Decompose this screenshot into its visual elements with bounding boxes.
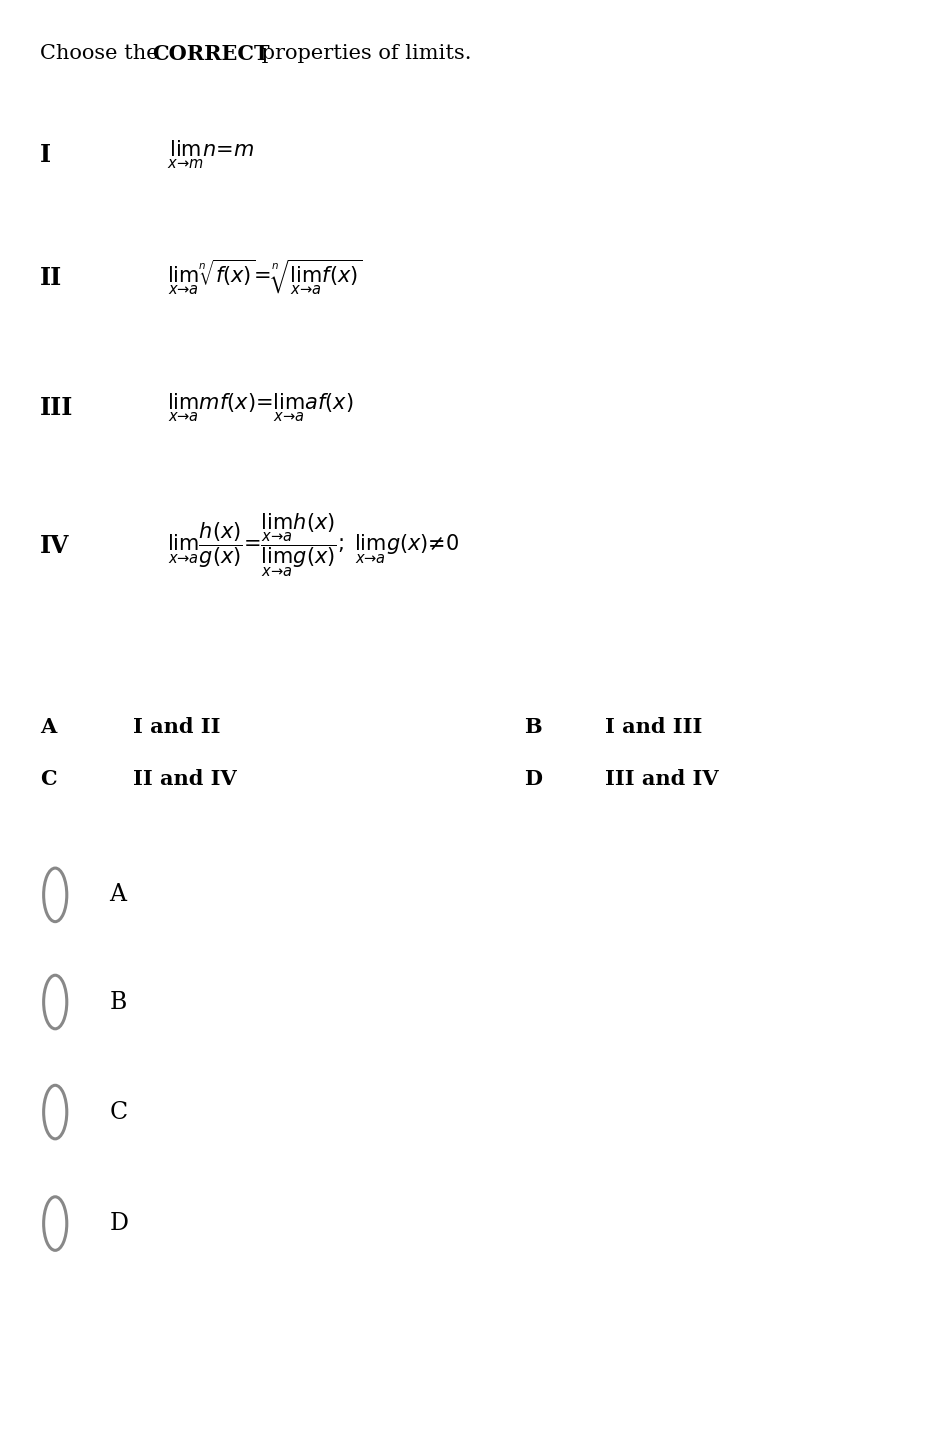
Text: CORRECT: CORRECT (152, 43, 270, 64)
Text: II and IV: II and IV (133, 769, 237, 789)
Text: C: C (40, 769, 56, 789)
Text: C: C (109, 1100, 128, 1124)
Text: Choose the: Choose the (40, 43, 166, 64)
Text: $\lim_{x \to a} \dfrac{h(x)}{g(x)} = \dfrac{\lim_{x \to a} h(x)}{\lim_{x \to a} : $\lim_{x \to a} \dfrac{h(x)}{g(x)} = \df… (167, 513, 459, 579)
Text: $\lim_{x \to a} m f(x) = \lim_{x \to a} a f(x)$: $\lim_{x \to a} m f(x) = \lim_{x \to a} … (167, 392, 353, 424)
Text: B: B (524, 717, 542, 737)
Text: properties of limits.: properties of limits. (255, 43, 471, 64)
Text: $\lim_{x \to m} n = m$: $\lim_{x \to m} n = m$ (167, 139, 254, 171)
Text: I and II: I and II (133, 717, 221, 737)
Text: IV: IV (40, 534, 69, 557)
Text: $\lim_{x \to a} \sqrt[n]{f(x)} = \sqrt[n]{\lim_{x \to a} f(x)}$: $\lim_{x \to a} \sqrt[n]{f(x)} = \sqrt[n… (167, 258, 362, 298)
Text: A: A (40, 717, 56, 737)
Text: D: D (109, 1212, 129, 1235)
Text: B: B (109, 990, 127, 1014)
Text: III: III (40, 397, 73, 420)
Text: I: I (40, 143, 51, 167)
Text: D: D (524, 769, 542, 789)
Text: A: A (109, 883, 127, 906)
Text: I and III: I and III (605, 717, 702, 737)
Text: III and IV: III and IV (605, 769, 718, 789)
Text: II: II (40, 266, 62, 290)
